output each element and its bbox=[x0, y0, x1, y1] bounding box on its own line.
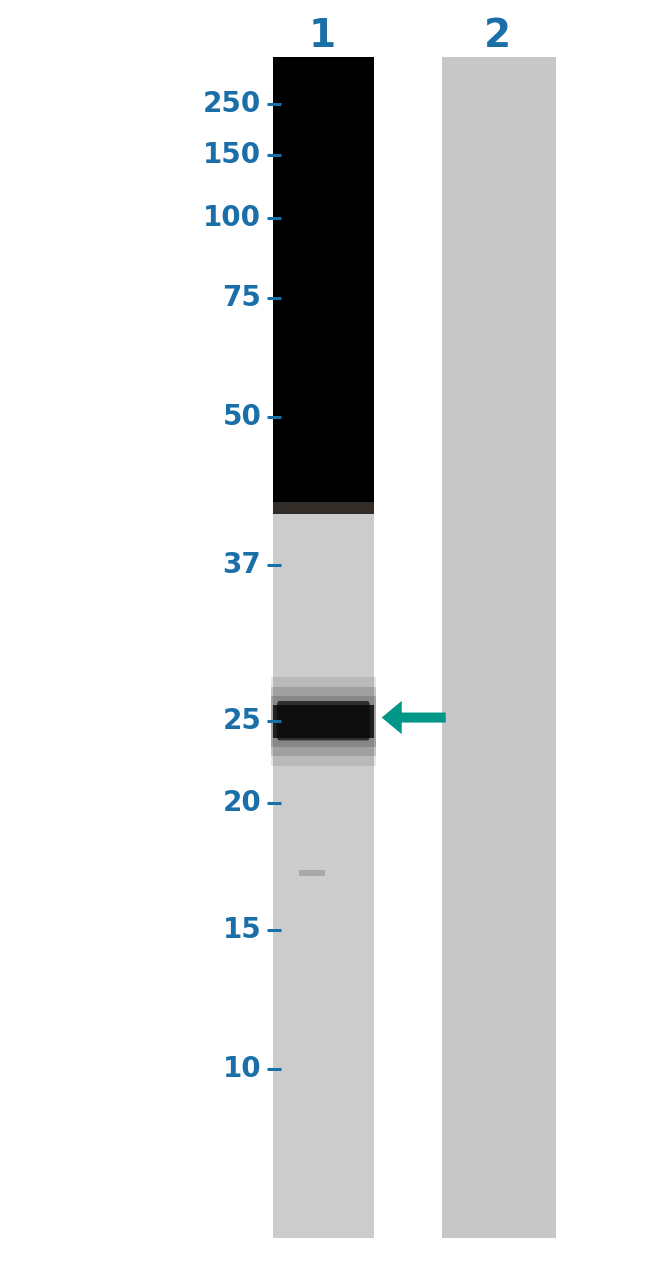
Text: 15: 15 bbox=[222, 916, 261, 944]
Bar bbox=[442, 57, 556, 1238]
Bar bbox=[273, 502, 374, 527]
Text: 150: 150 bbox=[203, 141, 261, 169]
Text: 25: 25 bbox=[222, 707, 261, 735]
Text: 20: 20 bbox=[222, 789, 261, 817]
Bar bbox=[271, 696, 376, 747]
Bar bbox=[271, 677, 376, 766]
Bar bbox=[273, 57, 374, 514]
Text: 50: 50 bbox=[222, 403, 261, 431]
Text: 250: 250 bbox=[203, 90, 261, 118]
Bar bbox=[273, 514, 374, 1238]
Bar bbox=[299, 870, 325, 876]
Text: 2: 2 bbox=[484, 17, 511, 55]
Bar bbox=[273, 705, 374, 738]
Text: 1: 1 bbox=[308, 17, 335, 55]
Text: 10: 10 bbox=[223, 1055, 261, 1083]
FancyBboxPatch shape bbox=[277, 701, 370, 740]
Text: 37: 37 bbox=[222, 551, 261, 579]
Bar bbox=[271, 687, 376, 756]
Text: 75: 75 bbox=[222, 284, 261, 312]
Text: 100: 100 bbox=[203, 204, 261, 232]
